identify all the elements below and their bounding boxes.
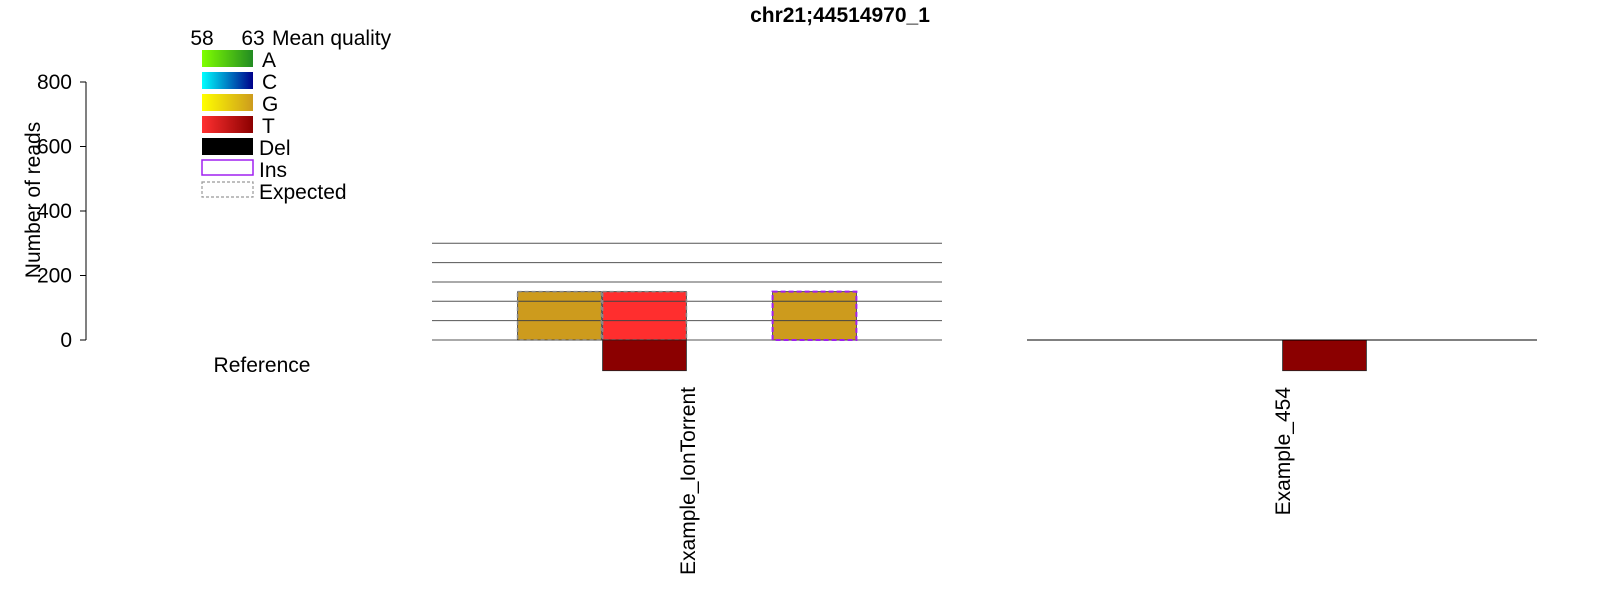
reference-label: Reference xyxy=(214,354,311,377)
expected-outline xyxy=(516,290,603,341)
y-axis-label: Number of reads xyxy=(22,122,45,278)
y-axis: 0 200 400 600 800 Number of reads xyxy=(22,71,87,352)
bar-forward-g xyxy=(517,291,602,341)
insertion-outline xyxy=(771,290,858,341)
legend-label-t: T xyxy=(262,115,275,138)
legend-label-ins: Ins xyxy=(259,159,287,182)
legend-quality-min: 58 xyxy=(190,27,213,50)
legend-swatch-t xyxy=(202,116,253,133)
legend-swatch-ins xyxy=(201,159,254,176)
legend-quality-title: Mean quality xyxy=(272,27,392,50)
sample-label: Example_454 xyxy=(1272,387,1295,516)
expected-outline xyxy=(601,290,688,341)
legend-swatch-expected xyxy=(201,181,254,198)
bar-reverse-t xyxy=(1282,339,1367,372)
legend-swatch-c xyxy=(202,72,253,89)
chart-title: chr21;44514970_1 xyxy=(750,4,930,27)
bar-reverse-t xyxy=(602,339,687,372)
y-tick-label: 200 xyxy=(37,265,72,288)
y-tick-label: 800 xyxy=(37,71,72,94)
y-tick-label: 600 xyxy=(37,136,72,159)
sample-label: Example_IonTorrent xyxy=(677,387,700,575)
legend-label-c: C xyxy=(262,71,277,94)
sample-panel: Example_IonTorrent xyxy=(432,242,942,575)
legend-label-a: A xyxy=(262,49,276,72)
legend-swatch-a xyxy=(202,50,253,67)
legend-label-expected: Expected xyxy=(259,181,347,204)
legend-swatch-g xyxy=(202,94,253,111)
legend-label-del: Del xyxy=(259,137,291,160)
legend-quality-max: 63 xyxy=(241,27,264,50)
bar-forward-g xyxy=(772,291,857,341)
y-tick-label: 400 xyxy=(37,200,72,223)
y-tick-label: 0 xyxy=(60,329,72,352)
bar-forward-t xyxy=(602,291,687,341)
legend-label-g: G xyxy=(262,93,278,116)
sample-panel: Example_454 xyxy=(1027,339,1537,516)
legend-swatch-del xyxy=(202,138,253,155)
